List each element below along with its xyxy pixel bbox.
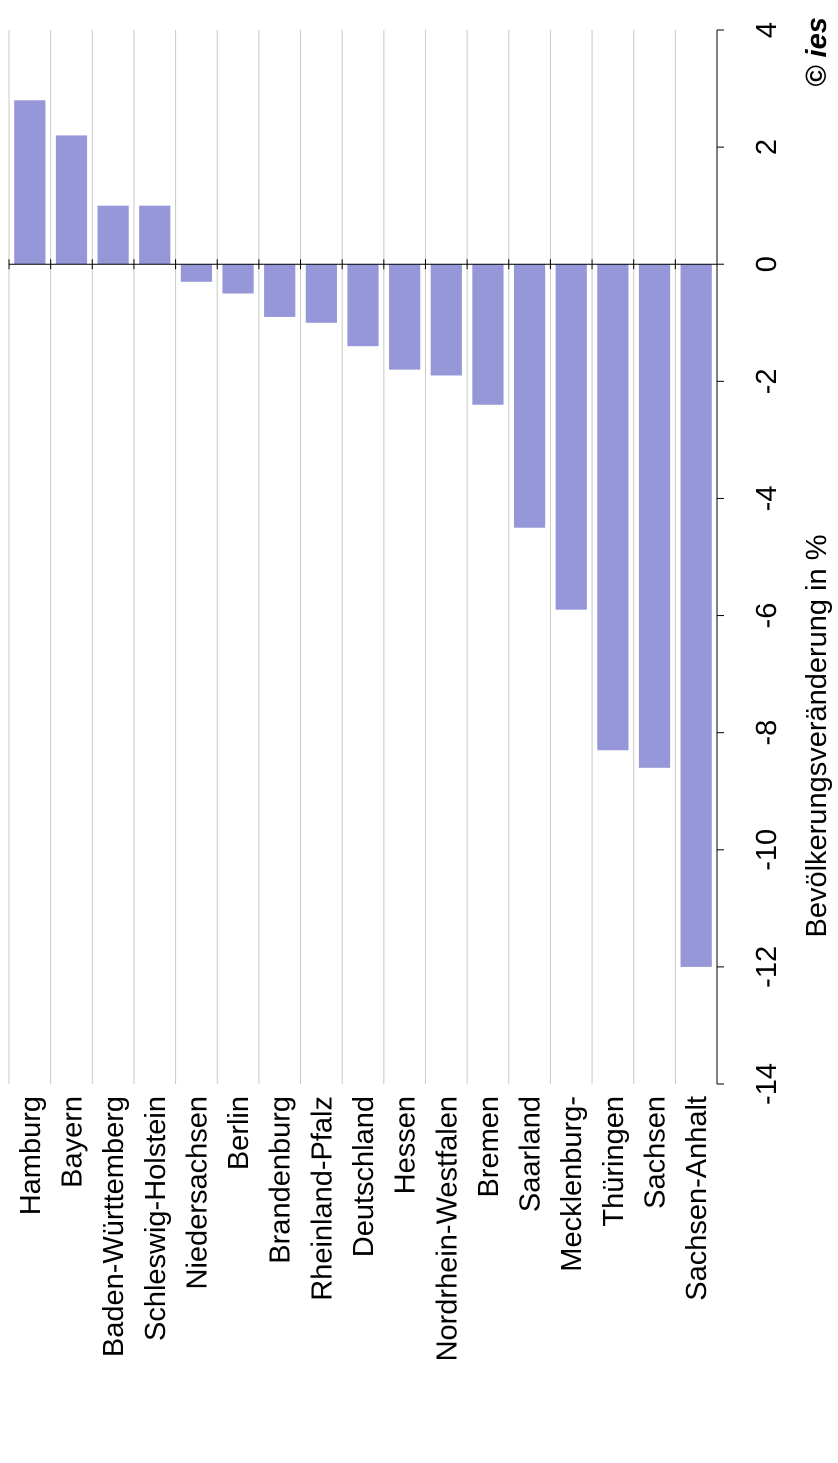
value-tick-label: 0 — [751, 256, 783, 272]
bar-hamburg — [14, 100, 46, 265]
category-label: Deutschland — [348, 1096, 380, 1257]
bar-berlin — [222, 264, 254, 294]
bar-schleswig-holstein — [139, 205, 171, 265]
bar-baden-württemberg — [97, 205, 129, 265]
bar-sachsen — [638, 264, 671, 768]
bar-brandenburg — [264, 264, 296, 317]
category-label: Thüringen — [598, 1096, 630, 1227]
bar-bremen — [472, 264, 504, 405]
bar-series — [14, 100, 712, 967]
value-tick-label: 4 — [751, 22, 783, 38]
category-label: Sachsen-Anhalt — [681, 1096, 713, 1301]
category-label: Hamburg — [15, 1096, 47, 1215]
category-label: Baden-Württemberg — [98, 1096, 130, 1357]
category-label: Bremen — [473, 1096, 505, 1198]
value-axis-title: Bevölkerungsveränderung in % — [801, 534, 833, 937]
category-label: Mecklenburg- — [556, 1096, 588, 1272]
value-tick-label: -12 — [751, 946, 783, 988]
value-tick-label: -10 — [751, 829, 783, 871]
category-label: Rheinland-Pfalz — [306, 1096, 338, 1301]
category-label: Sachsen — [640, 1096, 672, 1209]
category-label: Hessen — [390, 1096, 422, 1194]
category-label: Schleswig-Holstein — [140, 1096, 172, 1341]
category-label: Bayern — [56, 1096, 88, 1188]
category-label: Niedersachsen — [181, 1096, 213, 1289]
category-label: Nordrhein-Westfalen — [431, 1096, 463, 1361]
bar-bayern — [55, 135, 88, 265]
category-label: Saarland — [515, 1096, 547, 1212]
category-label: Berlin — [223, 1096, 255, 1170]
value-tick-label: -14 — [751, 1063, 783, 1105]
copyright-label: © ies — [801, 17, 833, 87]
bar-hessen — [389, 264, 421, 370]
bar-nordrhein-westfalen — [430, 264, 462, 376]
bar-saarland — [513, 264, 546, 528]
value-tick-label: -6 — [751, 603, 783, 629]
bar-thüringen — [597, 264, 629, 751]
category-label: Brandenburg — [265, 1096, 297, 1264]
value-tick-label: -4 — [751, 486, 783, 512]
value-tick-label: -8 — [751, 720, 783, 746]
bar-deutschland — [347, 264, 379, 347]
bar-mecklenburg — [555, 264, 587, 610]
category-labels: Hamburg Bayern Baden-Württemberg Schleswig-… — [15, 1096, 713, 1361]
bar-niedersachsen — [180, 264, 213, 282]
bar-rheinland-pfalz — [305, 264, 337, 323]
value-tick-label: -2 — [751, 368, 783, 394]
value-tick-label: 2 — [751, 139, 783, 155]
bar-sachsen-anhalt — [680, 264, 712, 967]
value-axis: 4 2 0 -2 -4 -6 -8 -10 -12 -14 — [8, 22, 783, 1105]
